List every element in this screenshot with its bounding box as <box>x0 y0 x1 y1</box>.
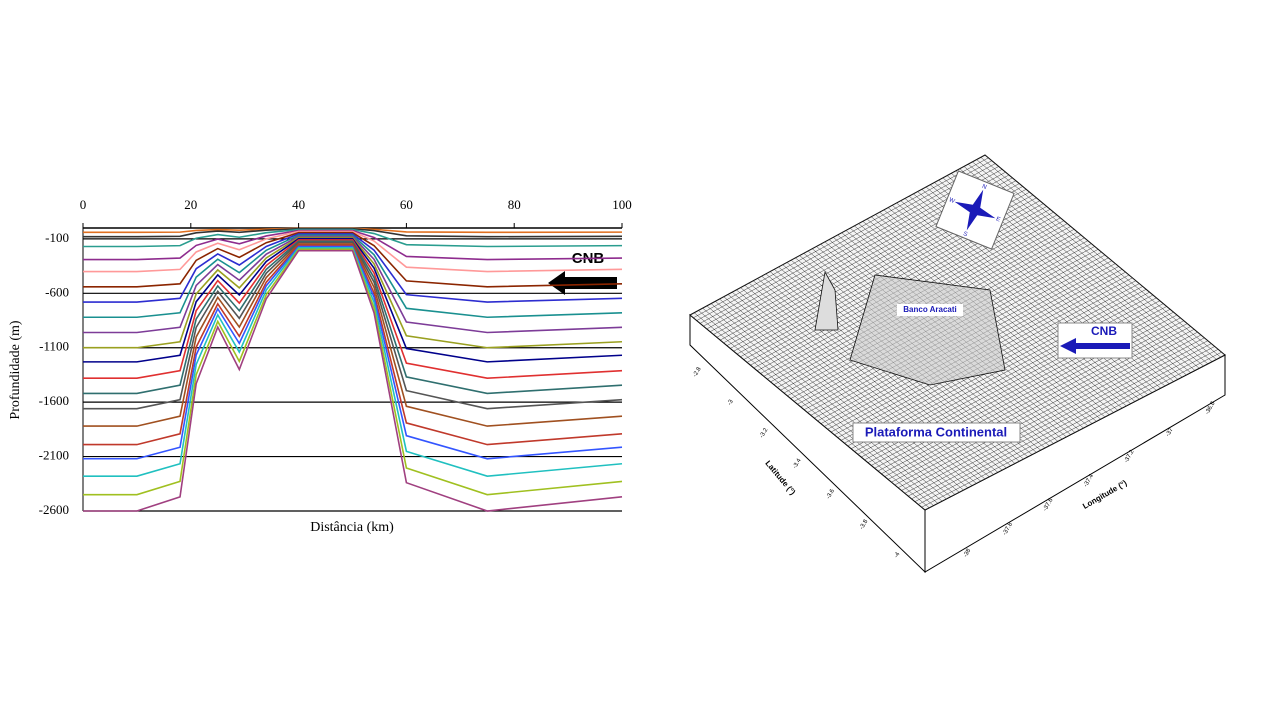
series-line <box>83 229 623 261</box>
x-tick-label: 20 <box>184 197 197 212</box>
bank-relief <box>849 274 1006 386</box>
mesh-line <box>904 337 1205 494</box>
mesh-line <box>901 334 1202 491</box>
label-box <box>852 422 1021 443</box>
bank-label: Banco Aracati <box>903 305 957 314</box>
x-tick-label: 100 <box>612 197 632 212</box>
series-line <box>83 234 623 319</box>
y-axis-title: Profundidade (m) <box>8 320 23 419</box>
mesh-line <box>883 209 1123 409</box>
series-line <box>83 227 623 234</box>
series-line <box>83 240 623 395</box>
y-tick-label: -600 <box>45 284 69 299</box>
mesh-line <box>896 202 1136 402</box>
series-line <box>83 245 623 460</box>
mesh-line <box>980 157 1221 358</box>
y-tick-label: -2600 <box>39 502 69 517</box>
y-tick-label: -1100 <box>39 339 69 354</box>
latitude-tick-label: -3.8 <box>859 518 870 531</box>
latitude-tick-label: -4 <box>894 551 902 559</box>
latitude-tick-label: -3.4 <box>792 457 803 470</box>
x-axis-title: Distância (km) <box>310 520 394 535</box>
x-tick-label: 60 <box>400 197 413 212</box>
mesh-line <box>900 200 1140 400</box>
mesh-line <box>984 154 1226 356</box>
series-line <box>83 230 623 273</box>
mesh-line <box>894 329 1195 486</box>
mesh-line <box>898 331 1198 488</box>
x-tick-label: 0 <box>80 197 87 212</box>
x-tick-label: 40 <box>292 197 305 212</box>
mesh-line <box>976 159 1217 360</box>
series-line <box>83 233 623 303</box>
current-arrow <box>1060 338 1130 354</box>
series-line <box>83 249 623 512</box>
compass-w: W <box>948 197 956 205</box>
latitude-tick-label: -2.8 <box>692 366 703 379</box>
mesh-line <box>908 340 1208 497</box>
series-line <box>83 239 623 380</box>
series-line <box>83 237 623 363</box>
latitude-tick-label: -3.6 <box>826 488 837 501</box>
y-tick-label: -100 <box>45 230 69 245</box>
mesh-line <box>924 354 1226 511</box>
mesh-line <box>921 351 1222 508</box>
mesh-line <box>911 343 1212 500</box>
longitude-tick-label: -37 <box>1165 427 1175 438</box>
compass-e: E <box>995 216 1001 223</box>
mesh-line <box>887 207 1127 407</box>
mesh-line <box>918 349 1219 505</box>
latitude-tick-label: -3 <box>727 398 735 406</box>
longitude-tick-label: -38 <box>963 547 973 558</box>
mesh-line <box>914 346 1215 502</box>
mesh-line <box>904 198 1144 398</box>
latitude-tick-label: -3.2 <box>759 427 770 440</box>
y-tick-label: -2100 <box>39 448 69 463</box>
series-line <box>83 244 623 446</box>
y-tick-label: -1600 <box>39 393 69 408</box>
series-line <box>83 236 623 349</box>
compass: N E S W <box>935 170 1015 250</box>
mesh-line <box>887 323 1188 480</box>
series-line <box>83 227 623 238</box>
compass-s: S <box>962 231 968 238</box>
label-box <box>897 304 963 316</box>
mesh-line <box>879 211 1119 411</box>
series-line <box>83 248 623 496</box>
mesh-line <box>891 326 1191 483</box>
current-arrow <box>548 271 617 295</box>
mesh-line <box>884 320 1184 477</box>
current-label: CNB <box>1091 324 1117 338</box>
series-line <box>83 228 623 248</box>
series-line <box>83 231 623 288</box>
x-tick-label: 80 <box>508 197 521 212</box>
series-line <box>83 241 623 410</box>
shelf-label: Plataforma Continental <box>865 424 1007 439</box>
compass-rose <box>954 189 996 231</box>
profile-chart: Distância (km) Profundidade (m) CNB -100… <box>8 197 632 535</box>
series-line <box>83 247 623 477</box>
series-line <box>83 235 623 334</box>
peak <box>814 270 839 331</box>
series-line <box>83 243 623 427</box>
label-box <box>1057 322 1133 359</box>
surface-figure: Banco Aracati CNB Plataforma Continental… <box>689 154 1226 574</box>
compass-n: N <box>981 184 987 191</box>
mesh-line <box>892 205 1131 404</box>
